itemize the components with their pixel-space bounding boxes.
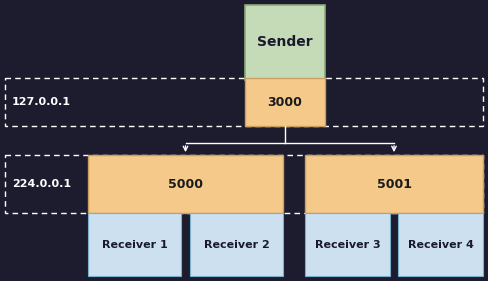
Bar bbox=[5, 155, 483, 213]
Bar bbox=[398, 213, 483, 276]
Bar bbox=[305, 155, 483, 213]
Bar bbox=[88, 213, 181, 276]
Text: Receiver 1: Receiver 1 bbox=[102, 239, 167, 250]
Bar bbox=[88, 155, 283, 213]
Text: 3000: 3000 bbox=[267, 96, 303, 108]
Bar bbox=[245, 78, 325, 126]
Text: Receiver 3: Receiver 3 bbox=[315, 239, 380, 250]
Bar bbox=[5, 78, 483, 126]
Text: Receiver 4: Receiver 4 bbox=[407, 239, 473, 250]
Bar bbox=[245, 5, 325, 80]
Text: 127.0.0.1: 127.0.0.1 bbox=[12, 97, 71, 107]
Text: 5001: 5001 bbox=[377, 178, 411, 191]
Text: 224.0.0.1: 224.0.0.1 bbox=[12, 179, 71, 189]
Text: 5000: 5000 bbox=[168, 178, 203, 191]
Bar bbox=[305, 213, 390, 276]
Text: Receiver 2: Receiver 2 bbox=[203, 239, 269, 250]
Bar bbox=[190, 213, 283, 276]
Text: Sender: Sender bbox=[257, 35, 313, 49]
